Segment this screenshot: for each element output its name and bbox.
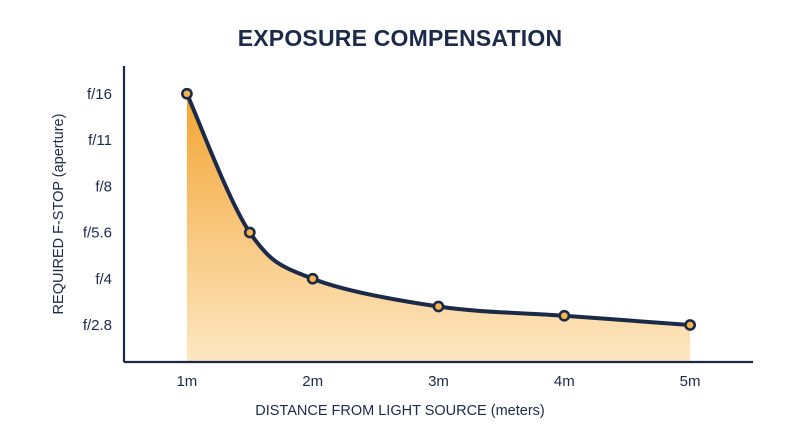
chart-title: EXPOSURE COMPENSATION — [238, 25, 563, 51]
x-tick-label: 4m — [554, 373, 575, 390]
data-point-3 — [306, 272, 319, 285]
y-axis-title: REQUIRED F-STOP (aperture) — [51, 114, 67, 315]
y-tick-labels: f/2.8 f/4 f/5.6 f/8 f/11 f/16 — [83, 86, 112, 334]
series-line — [184, 91, 693, 327]
y-tick-label: f/8 — [95, 178, 112, 195]
data-point-2 — [243, 226, 256, 239]
area-fill — [186, 93, 691, 362]
data-point-1 — [180, 87, 193, 100]
y-tick-label: f/16 — [87, 86, 112, 103]
data-points — [180, 87, 696, 331]
x-tick-labels: 1m 2m 3m 4m 5m — [176, 373, 700, 390]
x-tick-label: 1m — [176, 373, 197, 390]
y-tick-label: f/11 — [88, 132, 112, 149]
data-point-4 — [432, 300, 445, 313]
y-tick-label: f/4 — [95, 271, 112, 288]
x-axis-title: DISTANCE FROM LIGHT SOURCE (meters) — [255, 403, 544, 419]
y-tick-label: f/5.6 — [83, 225, 112, 242]
x-tick-label: 3m — [428, 373, 449, 390]
x-tick-label: 2m — [302, 373, 323, 390]
data-point-6 — [684, 319, 696, 331]
x-tick-label: 5m — [680, 373, 701, 390]
y-tick-label: f/2.8 — [83, 317, 112, 334]
data-point-5 — [558, 309, 571, 322]
